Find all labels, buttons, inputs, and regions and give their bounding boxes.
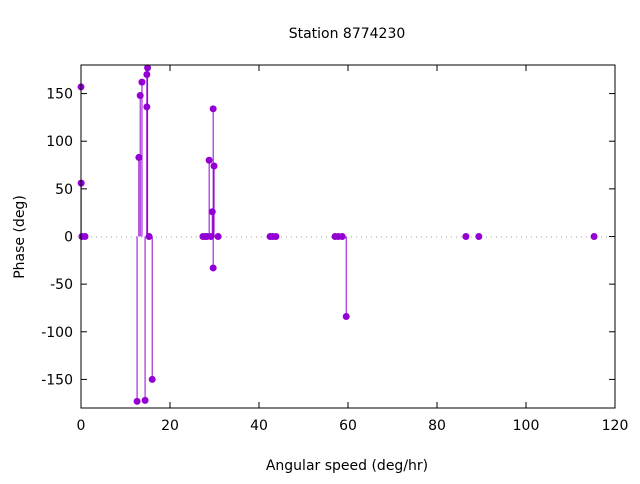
chart-title: Station 8774230: [289, 26, 406, 42]
x-tick-label: 80: [428, 418, 446, 434]
x-tick-label: 60: [339, 418, 357, 434]
x-tick-label: 120: [602, 418, 629, 434]
x-tick-label: 40: [250, 418, 268, 434]
x-tick-label: 0: [77, 418, 86, 434]
y-tick-label: -150: [41, 372, 73, 388]
data-point: [338, 233, 346, 240]
x-tick-label: 20: [161, 418, 179, 434]
plot-border: [80, 64, 616, 409]
y-tick-label: 100: [46, 134, 73, 150]
data-point: [133, 397, 141, 405]
data-point: [81, 233, 89, 240]
x-tick-label: 100: [513, 418, 540, 434]
y-tick-label: -50: [50, 277, 73, 293]
y-tick-label: 50: [55, 182, 73, 198]
data-point: [135, 153, 143, 161]
y-tick-label: -100: [41, 325, 73, 341]
x-axis-label: Angular speed (deg/hr): [266, 458, 428, 474]
data-point: [145, 233, 153, 240]
data-point: [136, 91, 144, 99]
data-point: [143, 103, 151, 111]
data-point: [141, 396, 149, 404]
y-tick-label: 0: [64, 230, 73, 246]
data-point: [205, 156, 213, 164]
data-point: [272, 233, 280, 240]
data-point: [208, 208, 216, 216]
data-point: [148, 375, 156, 383]
y-tick-label: 150: [46, 87, 73, 103]
data-point: [214, 233, 222, 240]
data-point: [138, 78, 146, 86]
data-point: [210, 162, 218, 170]
y-axis-label: Phase (deg): [12, 195, 28, 279]
data-point: [209, 264, 217, 272]
data-point: [342, 313, 350, 321]
data-point: [475, 233, 483, 240]
data-point: [209, 105, 217, 113]
data-point: [462, 233, 470, 240]
data-point: [207, 233, 215, 240]
data-point: [144, 64, 152, 72]
data-point: [590, 233, 598, 240]
data-point: [143, 71, 151, 79]
